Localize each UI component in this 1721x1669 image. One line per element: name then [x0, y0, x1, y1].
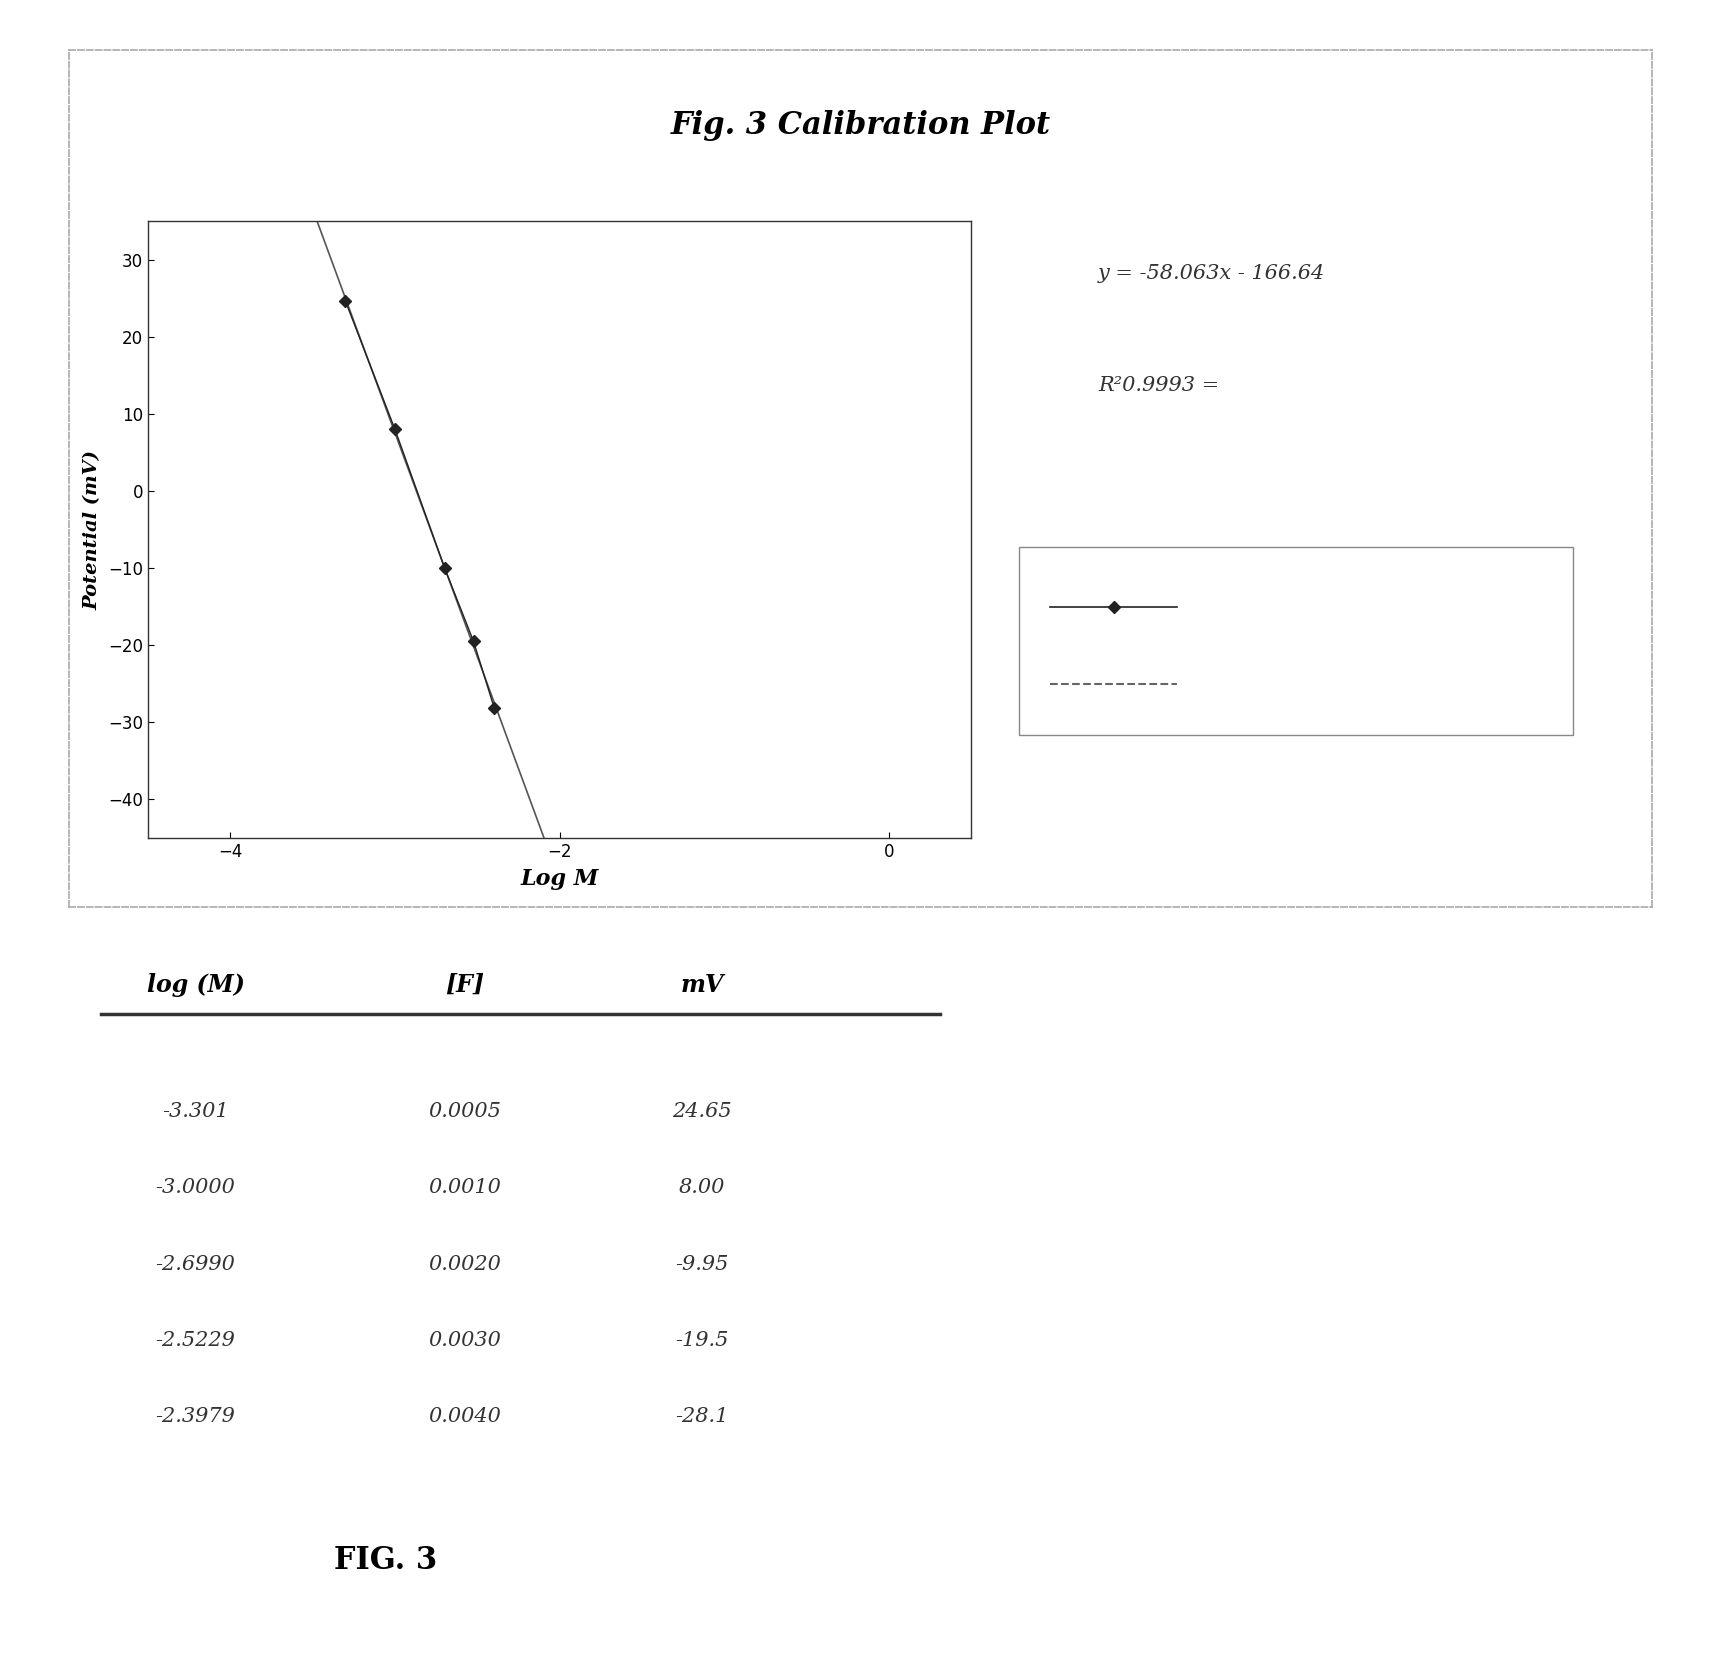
Text: [F]: [F]: [446, 973, 484, 996]
FancyBboxPatch shape: [1019, 547, 1573, 736]
Text: mV: mV: [680, 973, 725, 996]
Text: Series1: Series1: [1225, 598, 1294, 616]
Text: y = -58.063x - 166.64: y = -58.063x - 166.64: [1098, 264, 1325, 284]
Text: -2.6990: -2.6990: [155, 1255, 236, 1273]
Text: 24.65: 24.65: [673, 1102, 731, 1122]
Text: -19.5: -19.5: [675, 1332, 730, 1350]
Text: -2.5229: -2.5229: [155, 1332, 236, 1350]
Text: 0.0010: 0.0010: [429, 1178, 501, 1197]
Text: Fig. 3 Calibration Plot: Fig. 3 Calibration Plot: [671, 110, 1050, 140]
Text: -3.0000: -3.0000: [155, 1178, 236, 1197]
Text: Linear (Series1): Linear (Series1): [1225, 674, 1373, 693]
Text: 0.0005: 0.0005: [429, 1102, 501, 1122]
Text: 0.0020: 0.0020: [429, 1255, 501, 1273]
Text: 0.0040: 0.0040: [429, 1407, 501, 1427]
Text: FIG. 3: FIG. 3: [334, 1545, 437, 1576]
Text: -9.95: -9.95: [675, 1255, 730, 1273]
Text: log (M): log (M): [146, 973, 244, 996]
Text: -28.1: -28.1: [675, 1407, 730, 1427]
Text: R²0.9993 =: R²0.9993 =: [1098, 376, 1218, 394]
Text: -3.301: -3.301: [162, 1102, 229, 1122]
Text: -2.3979: -2.3979: [155, 1407, 236, 1427]
Text: 8.00: 8.00: [680, 1178, 725, 1197]
Text: 0.0030: 0.0030: [429, 1332, 501, 1350]
